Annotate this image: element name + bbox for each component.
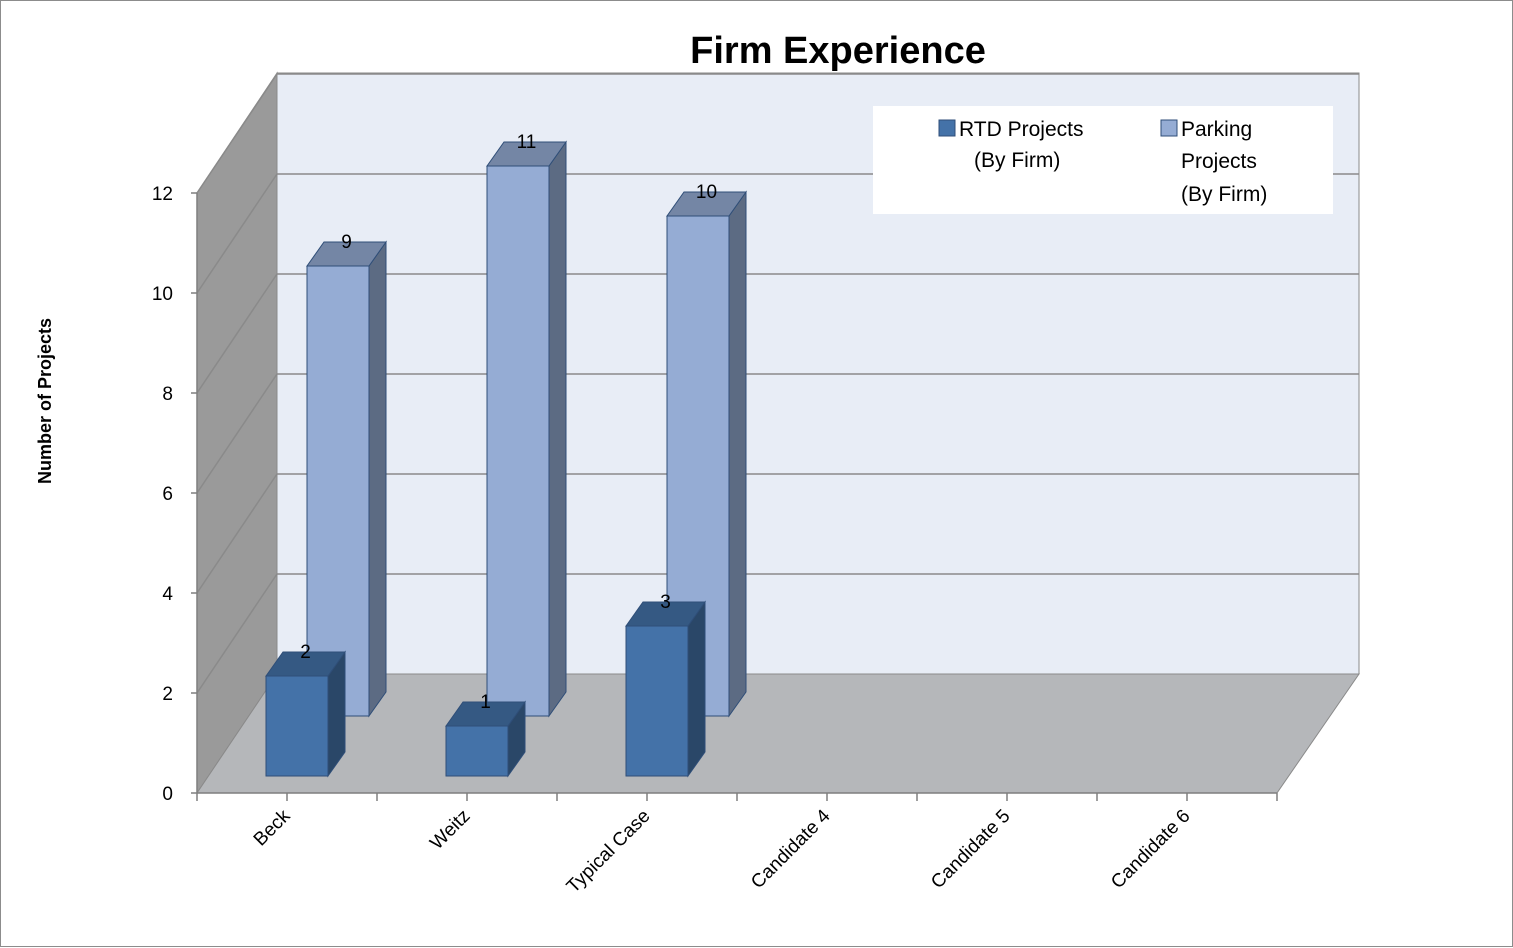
gridline-side <box>196 273 278 394</box>
legend: RTD Projects (By Firm) Parking Projects … <box>873 106 1333 214</box>
bar-front <box>486 165 550 717</box>
bar-side <box>728 190 747 718</box>
bar-front <box>625 625 689 777</box>
bar-side <box>368 240 387 718</box>
bar <box>306 240 387 718</box>
y-tick-label: 12 <box>152 184 173 205</box>
bar-side <box>687 600 706 778</box>
legend-label-parking: Parking Projects (By Firm) <box>1181 118 1267 206</box>
legend-label-parking-line3: (By Firm) <box>1181 183 1267 206</box>
legend-label-rtd-line1: RTD Projects <box>959 118 1083 141</box>
legend-label-parking-line1: Parking <box>1181 118 1252 141</box>
x-tick-label: Beck <box>250 805 295 850</box>
gridline-side <box>196 373 278 494</box>
y-tick-label: 0 <box>162 784 173 805</box>
x-tick-label: Candidate 4 <box>747 805 835 893</box>
y-tick-label: 10 <box>152 284 173 305</box>
gridline-side <box>196 73 278 194</box>
bar-front <box>445 725 509 777</box>
x-tick-label: Candidate 5 <box>927 806 1014 893</box>
data-label: 11 <box>517 132 537 153</box>
chart-title: Firm Experience <box>690 30 986 72</box>
data-label: 10 <box>696 182 717 203</box>
x-tick-label: Typical Case <box>563 806 655 898</box>
x-tick-label: Candidate 6 <box>1107 806 1194 893</box>
gridline-side <box>196 473 278 594</box>
legend-swatch-rtd <box>938 119 956 137</box>
bar <box>625 600 706 778</box>
data-labels: 9 11 10 2 1 3 <box>300 132 717 713</box>
bar <box>265 650 346 778</box>
legend-label-rtd-line2: (By Firm) <box>974 149 1060 172</box>
gridlines <box>196 73 1359 694</box>
legend-label-parking-line2: Projects <box>1181 150 1257 173</box>
legend-swatch-parking <box>1160 119 1178 137</box>
y-tick-label: 8 <box>162 384 173 405</box>
bars <box>265 140 747 778</box>
bar <box>486 140 567 718</box>
data-label: 9 <box>341 232 352 253</box>
data-label: 1 <box>480 692 491 713</box>
data-label: 3 <box>660 592 671 613</box>
bar-side <box>548 140 567 718</box>
data-label: 2 <box>300 642 311 663</box>
y-tick-label: 2 <box>162 684 173 705</box>
bar-front <box>306 265 370 717</box>
y-axis-title: Number of Projects <box>35 318 55 484</box>
bar <box>445 700 526 778</box>
legend-label-rtd: RTD Projects (By Firm) <box>959 118 1089 172</box>
y-tick-label: 4 <box>162 584 173 605</box>
gridline-side <box>196 573 278 694</box>
gridline-side <box>196 173 278 294</box>
x-tick-label: Weitz <box>426 806 474 854</box>
bar-front <box>265 675 329 777</box>
y-tick-label: 6 <box>162 484 173 505</box>
